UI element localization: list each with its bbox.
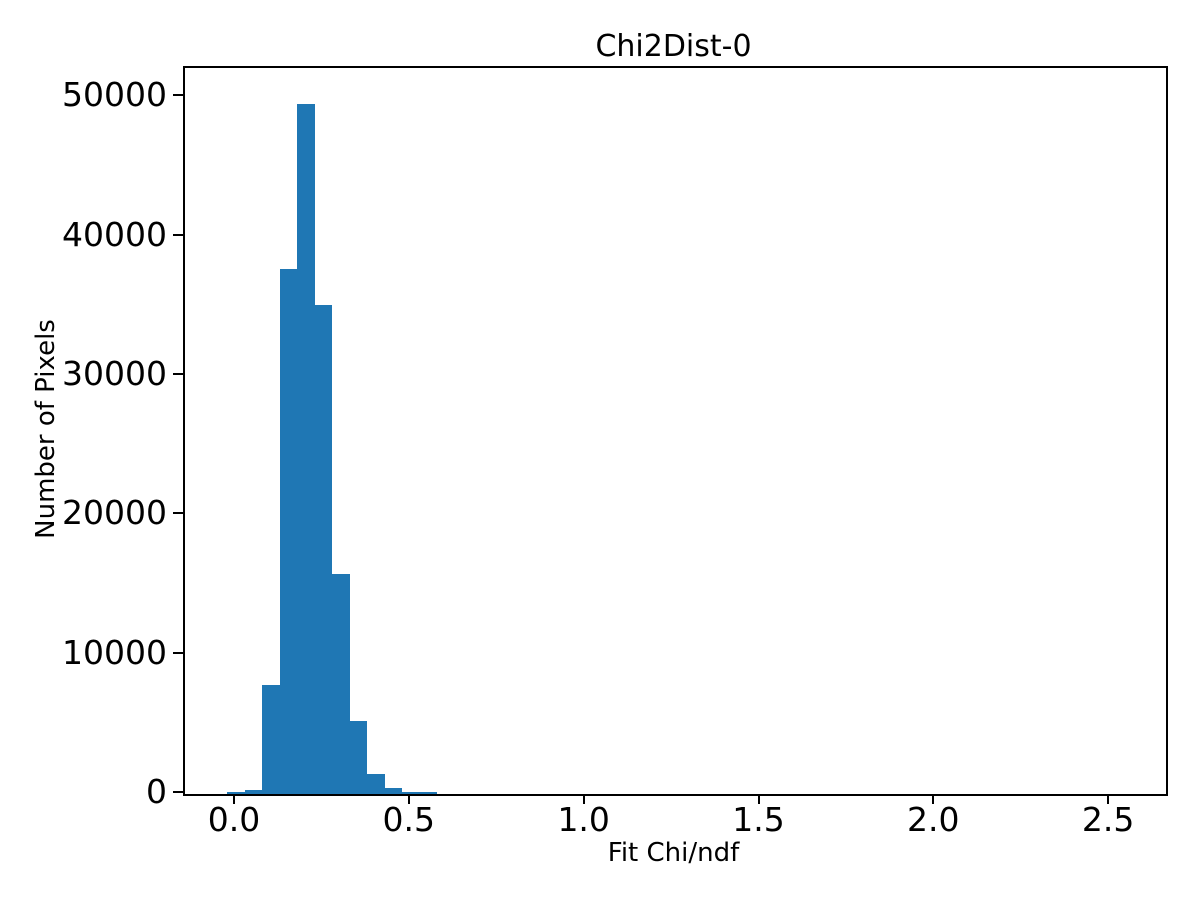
x-tick-label: 2.0 [907, 800, 960, 839]
x-axis-label: Fit Chi/ndf [607, 838, 740, 868]
x-tick-label: 1.0 [557, 800, 610, 839]
histogram-bar [419, 792, 438, 794]
x-tick-mark [233, 794, 235, 804]
x-tick-mark [932, 794, 935, 804]
x-tick-mark [582, 794, 585, 804]
histogram-bar [244, 790, 263, 794]
histogram-bar [262, 685, 280, 794]
y-tick-label: 30000 [62, 354, 167, 393]
histogram-bar [227, 792, 245, 794]
x-tick-label: 0.5 [382, 800, 436, 839]
y-tick-label: 10000 [62, 632, 167, 672]
x-tick-mark [1107, 794, 1110, 804]
histogram-bar [297, 104, 315, 794]
y-tick-label: 40000 [62, 214, 167, 254]
plot-area [183, 66, 1168, 796]
histogram-bars [185, 68, 1166, 794]
y-tick-mark [173, 94, 183, 97]
histogram-bar [402, 792, 420, 794]
histogram-bar [349, 720, 368, 794]
x-tick-label: 1.5 [732, 800, 785, 839]
x-tick-mark [407, 794, 410, 804]
x-tick-mark [757, 794, 760, 804]
y-tick-mark [173, 651, 183, 654]
chart-title: Chi2Dist-0 [595, 29, 752, 64]
histogram-bar [314, 304, 333, 794]
y-tick-label: 50000 [62, 75, 167, 115]
histogram-bar [384, 788, 403, 794]
histogram-bar [332, 573, 350, 794]
y-tick-mark [173, 791, 183, 793]
y-tick-mark [173, 373, 183, 375]
histogram-bar [367, 773, 385, 794]
y-tick-mark [173, 512, 183, 515]
x-tick-label: 0.0 [207, 800, 261, 839]
y-tick-label: 20000 [62, 493, 167, 533]
histogram-bar [279, 268, 298, 794]
y-tick-mark [173, 233, 183, 236]
y-tick-label: 0 [146, 772, 167, 811]
x-tick-label: 2.5 [1081, 800, 1135, 839]
